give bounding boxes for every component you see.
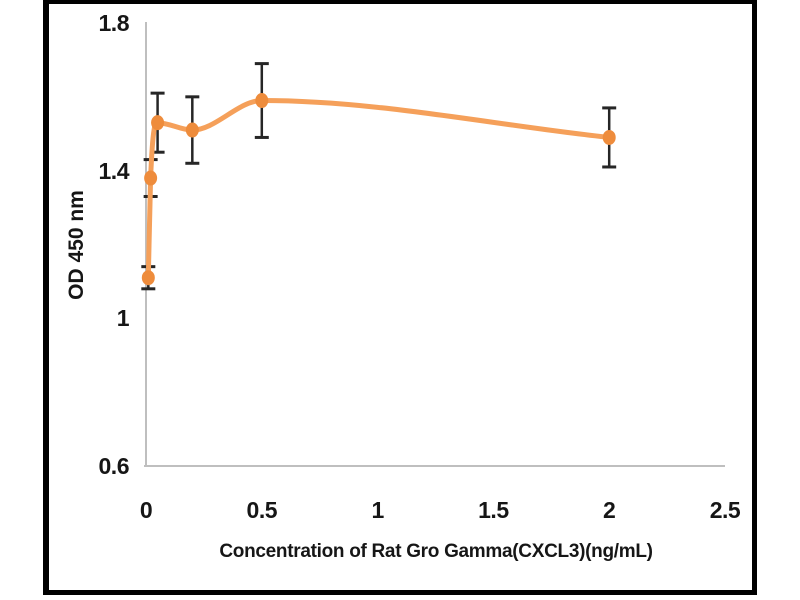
y-tick-label: 1.8 [98, 10, 130, 36]
y-tick-label: 1 [116, 305, 130, 332]
x-tick-label: 1 [371, 497, 384, 523]
y-tick-label: 0.6 [98, 453, 130, 479]
data-point-marker [255, 93, 269, 109]
x-tick-label: 2 [603, 497, 616, 523]
x-tick-label: 2.5 [709, 497, 741, 523]
data-point-marker [185, 122, 199, 138]
data-point-marker [602, 129, 616, 145]
y-axis-title: OD 450 nm [65, 190, 88, 300]
x-tick-label: 0.5 [246, 497, 278, 523]
x-axis-title: Concentration of Rat Gro Gamma(CXCL3)(ng… [219, 541, 653, 562]
series-line [145, 97, 612, 281]
data-point-marker [141, 270, 155, 286]
data-point-marker [144, 170, 158, 186]
data-point-marker [151, 115, 165, 131]
y-tick-label: 1.4 [98, 157, 130, 184]
x-tick-label: 1.5 [478, 497, 509, 523]
x-tick-label: 0 [139, 497, 153, 523]
chart-frame [43, 0, 757, 595]
